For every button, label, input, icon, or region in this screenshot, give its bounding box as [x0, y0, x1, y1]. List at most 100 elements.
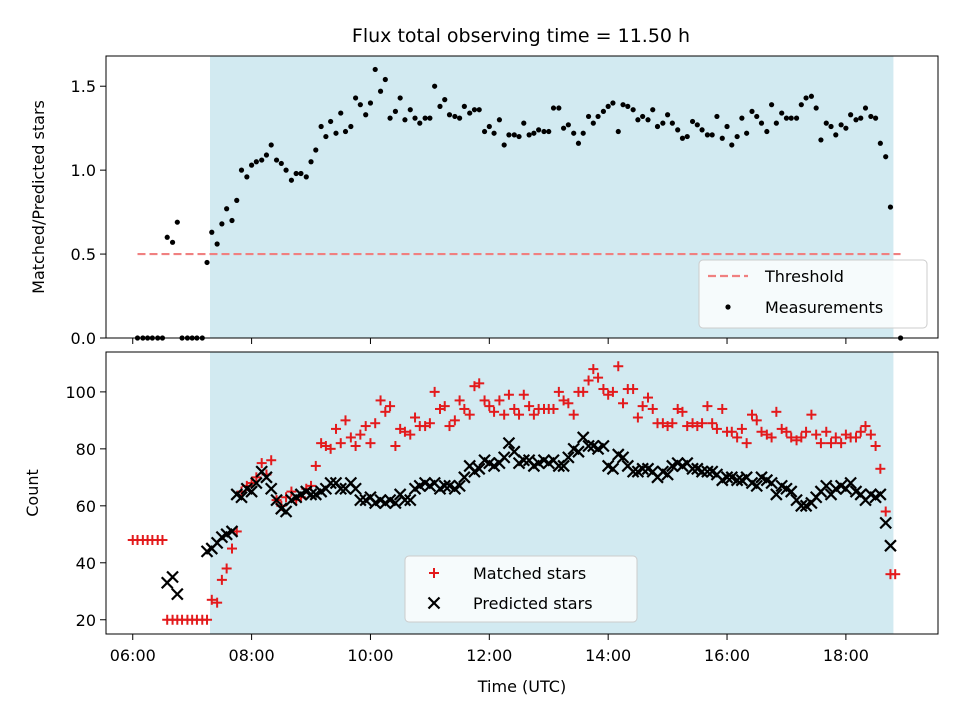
measurement-point: [665, 112, 671, 118]
predicted-star-point-b: [349, 482, 362, 496]
matched-star-point: [410, 412, 421, 423]
measurement-point: [323, 133, 329, 140]
matched-star-point: [726, 426, 737, 437]
measurement-point: [550, 105, 557, 111]
measurement-point: [382, 76, 388, 83]
measurement-point: [798, 102, 804, 108]
measurement-point: [377, 88, 384, 94]
matched-star-point: [870, 441, 881, 451]
measurement-point: [224, 206, 230, 212]
matched-star-point: [642, 392, 653, 403]
matched-star-point: [494, 395, 505, 406]
predicted-star-point: [572, 445, 585, 458]
predicted-star-point: [597, 439, 610, 453]
predicted-star-point: [245, 485, 258, 498]
matched-star-point: [405, 429, 416, 440]
top-y-tick-label: 0.0: [71, 329, 96, 348]
measurement-point: [372, 66, 378, 73]
matched-star-point: [454, 395, 465, 406]
measurement-point: [501, 142, 507, 148]
measurement-point: [308, 159, 314, 165]
measurement-point: [397, 95, 403, 101]
predicted-star-point-b: [235, 490, 248, 504]
predicted-star-point: [626, 465, 640, 478]
measurement-point: [625, 103, 631, 109]
predicted-star-point: [517, 453, 531, 467]
predicted-star-point-b: [770, 488, 783, 501]
measurement-point: [848, 112, 854, 118]
matched-star-point: [741, 438, 752, 449]
matched-star-point: [736, 423, 747, 434]
measurement-point: [749, 108, 755, 114]
legend-measurement-marker: [725, 304, 731, 310]
matched-star-point: [489, 406, 500, 417]
predicted-star-point-b: [334, 482, 348, 496]
predicted-star-point: [235, 490, 248, 504]
matched-star-point: [667, 418, 678, 429]
predicted-star-point-b: [483, 456, 496, 470]
predicted-star-point: [695, 465, 709, 478]
predicted-star-point-b: [453, 479, 466, 493]
matched-star-point: [528, 409, 539, 420]
measurement-point: [333, 130, 339, 136]
matched-star-point: [801, 426, 812, 437]
measurement-point: [734, 133, 740, 140]
legend-threshold-label: Threshold: [764, 267, 844, 286]
x-tick-label: 18:00: [823, 646, 869, 665]
matched-star-point: [499, 409, 510, 420]
measurement-point: [724, 123, 730, 130]
predicted-star-point-b: [587, 439, 600, 453]
measurement-point: [174, 219, 180, 225]
measurement-point: [229, 217, 235, 224]
matched-star-point: [836, 438, 847, 449]
matched-star-point: [702, 401, 713, 412]
predicted-star-point: [686, 462, 699, 476]
matched-star-point: [449, 415, 460, 426]
legend-matched-plus: [429, 568, 439, 578]
measurement-point: [675, 127, 681, 133]
matched-star-point: [682, 421, 693, 432]
measurement-point: [813, 105, 819, 111]
measurement-point: [318, 123, 324, 130]
measurement-point: [779, 110, 785, 116]
predicted-star-point: [502, 436, 516, 450]
measurement-point: [263, 152, 270, 158]
matched-star-point: [613, 361, 624, 372]
matched-star-point: [266, 455, 277, 466]
measurement-point: [313, 147, 319, 153]
predicted-star-point-b: [775, 479, 788, 493]
predicted-star-point: [304, 488, 318, 501]
measurement-point: [610, 100, 616, 106]
top-panel: 0.0 0.5 1.0 1.5 Matched/Predicted stars Thr…: [29, 55, 939, 348]
predicted-star-point: [279, 505, 293, 518]
matched-star-point: [766, 432, 777, 443]
measurement-point: [858, 115, 864, 121]
predicted-star-point: [784, 485, 798, 498]
measurement-point: [442, 97, 448, 103]
predicted-star-point: [819, 479, 833, 493]
predicted-star-point-b: [691, 462, 704, 476]
matched-star-point: [355, 429, 366, 440]
matched-star-point: [593, 372, 604, 383]
matched-star-point: [157, 535, 168, 545]
measurement-point: [511, 132, 517, 138]
measurement-point: [367, 100, 374, 106]
matched-star-point: [850, 432, 861, 443]
predicted-star-point: [884, 539, 897, 552]
matched-star-point: [345, 432, 356, 443]
predicted-star-point-b: [780, 482, 793, 496]
matched-star-point: [707, 418, 718, 429]
measurement-point: [491, 130, 497, 136]
predicted-star-point: [403, 493, 417, 507]
measurement-point: [590, 120, 596, 126]
matched-star-point: [360, 421, 371, 432]
predicted-star-point-b: [745, 476, 759, 490]
measurement-point: [838, 122, 844, 128]
measurement-point: [476, 107, 482, 113]
measurement-point: [259, 157, 265, 163]
measurement-point: [669, 120, 675, 126]
predicted-star-point-b: [725, 471, 739, 484]
predicted-star-point-b: [537, 453, 551, 467]
measurement-point: [273, 157, 280, 163]
matched-star-point: [821, 426, 832, 437]
